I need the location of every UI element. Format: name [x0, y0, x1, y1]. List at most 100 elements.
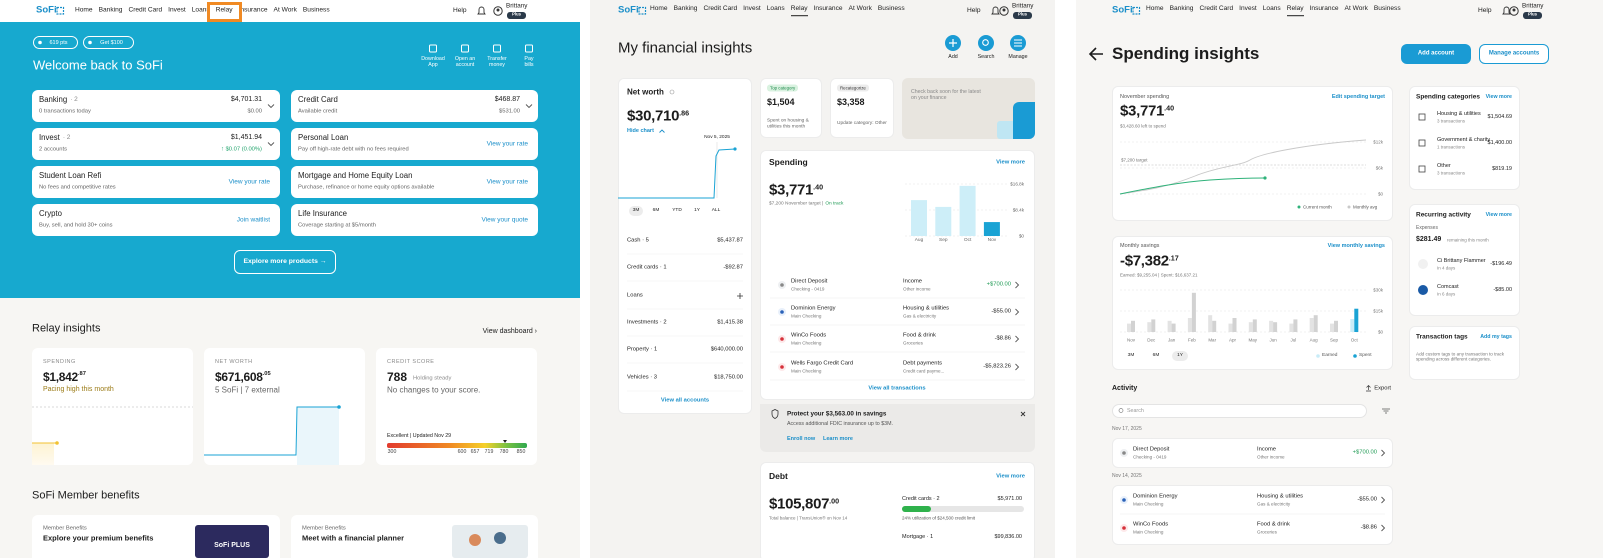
product-link[interactable]: View your rate [486, 178, 528, 186]
nav-link[interactable]: At Work [848, 5, 872, 13]
product-card[interactable] [32, 90, 280, 122]
nav-link[interactable]: Invest [743, 5, 761, 13]
product-link[interactable]: Join waitlist [236, 216, 270, 224]
nav-link[interactable]: Business [1373, 5, 1401, 13]
nav-link[interactable]: Relay [790, 6, 808, 16]
product-subtitle: Buy, sell, and hold 30+ coins [39, 222, 113, 229]
action-label[interactable]: Add [948, 53, 958, 60]
amount-cents: .05 [262, 371, 271, 377]
view-all-accounts[interactable]: View all accounts [660, 397, 710, 404]
nav-link[interactable]: Home [650, 5, 668, 13]
product-card[interactable] [291, 166, 538, 198]
logo[interactable]: SoFi [618, 4, 639, 16]
nav-link[interactable]: Insurance [813, 5, 843, 13]
nav-link[interactable]: Business [302, 6, 330, 14]
view-more-link[interactable]: View more [996, 473, 1025, 480]
nav-link[interactable]: Credit Card [1199, 5, 1234, 13]
recurring-due: In 6 days [1437, 291, 1456, 297]
product-subtitle: Purchase, refinance or home equity optio… [298, 184, 435, 191]
nav-link[interactable]: At Work [273, 6, 297, 14]
nav-link[interactable]: Banking [673, 5, 698, 13]
range-option[interactable]: 3M [1127, 353, 1135, 359]
view-more-link[interactable]: View more [1485, 211, 1512, 218]
logo[interactable]: SoFi [36, 4, 57, 16]
product-link[interactable]: View your rate [228, 178, 270, 186]
nav-link[interactable]: Credit Card [703, 5, 738, 13]
nav-link[interactable]: Relay [215, 6, 233, 14]
edit-target-link[interactable]: Edit spending target [1331, 93, 1385, 100]
learn-more-link[interactable]: Learn more [823, 435, 853, 442]
savings-subtitle: Earned: $9,255.04 | Spent: $16,637.21 [1120, 272, 1198, 278]
insight-label: SPENDING [43, 358, 76, 365]
category-amount: $819.19 [1492, 165, 1512, 172]
nav-link[interactable]: Loans [1262, 5, 1281, 13]
y-tick-label: $8.4k [1012, 207, 1024, 213]
action-label: money [489, 61, 505, 68]
explore-button[interactable] [234, 250, 336, 274]
account-row-label: Credit cards · 1 [627, 264, 667, 271]
category-count: 3 transactions [1437, 118, 1466, 124]
nav-link[interactable]: Loans [766, 5, 785, 13]
product-name: Credit Card [298, 95, 338, 105]
nav-link[interactable]: Loans [191, 6, 210, 14]
nav-link[interactable]: Banking [1169, 5, 1194, 13]
amount-main: $105,807 [769, 495, 830, 513]
nav-link[interactable]: Relay [1286, 6, 1304, 16]
help-link[interactable]: Help [1478, 7, 1492, 15]
button-text: Manage accounts [1488, 50, 1540, 57]
action-label[interactable]: Search [977, 53, 995, 60]
product-card[interactable] [32, 128, 280, 160]
range-option[interactable]: 1Y [694, 208, 700, 214]
export-link[interactable]: Export [1374, 385, 1391, 392]
product-card[interactable] [32, 204, 280, 236]
logo[interactable]: SoFi [1112, 4, 1133, 16]
nav-link[interactable]: Home [75, 6, 93, 14]
help-link[interactable]: Help [967, 7, 981, 15]
transaction-amount: -$5,823.26 [983, 363, 1011, 370]
nav-link[interactable]: Insurance [238, 6, 268, 14]
action-label[interactable]: Manage [1008, 53, 1028, 60]
account-row-value: $18,750.00 [713, 374, 743, 381]
spending-card [760, 150, 1035, 400]
range-option[interactable]: 6M [1152, 353, 1160, 359]
product-link[interactable]: View your rate [486, 140, 528, 148]
range-option[interactable]: YTD [672, 208, 682, 214]
nav-link[interactable]: Invest [168, 6, 186, 14]
nav-link[interactable]: Business [877, 5, 905, 13]
range-option[interactable]: 1Y [1177, 353, 1183, 359]
chip[interactable] [33, 36, 78, 49]
transaction-subcategory: Gas & electricity [1257, 500, 1291, 506]
search-box[interactable] [1112, 404, 1367, 418]
account-row-value: $640,000.00 [710, 346, 743, 353]
nav-link[interactable]: Banking [98, 6, 123, 14]
product-card[interactable] [32, 166, 280, 198]
view-dashboard-link[interactable]: View dashboard › [482, 327, 537, 335]
product-card[interactable] [291, 90, 538, 122]
range-option[interactable]: 3M [632, 208, 640, 214]
product-link[interactable]: View your quote [481, 216, 529, 224]
transaction-subcategory: Gas & electricity [903, 312, 937, 318]
add-tags-link[interactable]: Add my tags [1480, 333, 1512, 340]
nav-link[interactable]: Home [1146, 5, 1164, 13]
add-account-button[interactable] [1401, 44, 1471, 64]
account-row-value: $5,437.87 [717, 237, 743, 244]
chip[interactable] [83, 36, 134, 49]
range-option[interactable]: 6M [652, 208, 660, 214]
product-name: Crypto [39, 209, 62, 219]
view-savings-link[interactable]: View monthly savings [1327, 242, 1385, 249]
range-option[interactable]: ALL [711, 208, 721, 214]
nav-link[interactable]: Invest [1239, 5, 1257, 13]
nav-link[interactable]: Credit Card [128, 6, 163, 14]
help-link[interactable]: Help [453, 7, 467, 15]
view-more-link[interactable]: View more [1485, 93, 1512, 100]
hide-chart-link[interactable]: Hide chart [627, 127, 654, 134]
view-more-link[interactable]: View more [996, 159, 1025, 166]
view-all-transactions[interactable]: View all transactions [868, 385, 926, 392]
product-card[interactable] [291, 204, 538, 236]
nav-link[interactable]: Insurance [1309, 5, 1339, 13]
nav-link[interactable]: At Work [1344, 5, 1368, 13]
enroll-link[interactable]: Enroll now [787, 435, 816, 442]
manage-accounts-button[interactable] [1479, 44, 1549, 64]
product-card[interactable] [291, 128, 538, 160]
card-title: Recurring activity [1416, 211, 1471, 219]
